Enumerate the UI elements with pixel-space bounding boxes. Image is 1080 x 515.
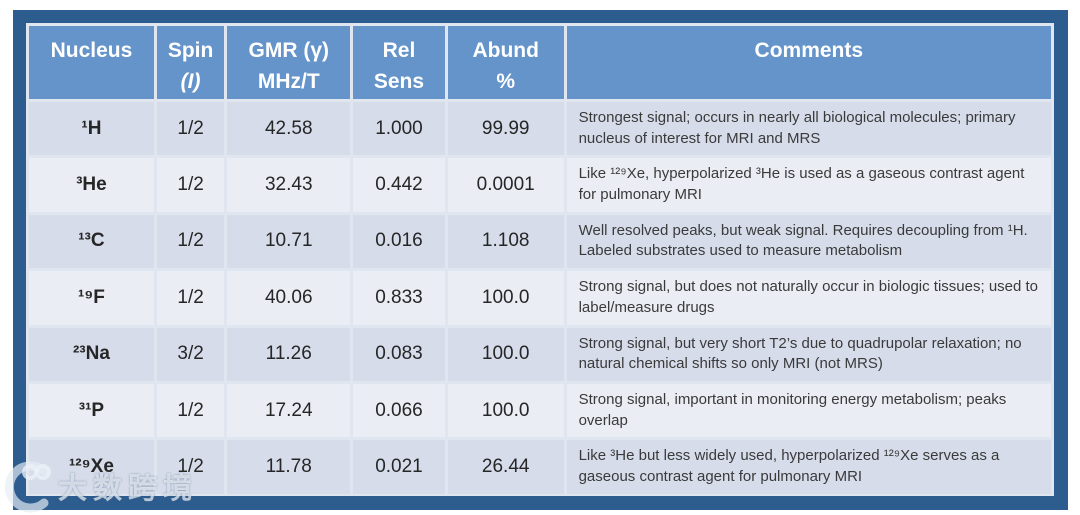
cell-rel-sens: 0.016	[353, 214, 445, 269]
header-label: Nucleus	[50, 39, 133, 62]
cell-gmr: 11.78	[227, 440, 351, 494]
cell-rel-sens: 0.066	[353, 383, 445, 438]
header-sublabel: MHz/T	[257, 70, 320, 93]
cell-gmr: 17.24	[227, 383, 351, 438]
header-nucleus: Nucleus	[29, 26, 154, 99]
table-row: ³He 1/2 32.43 0.442 0.0001 Like ¹²⁹Xe, h…	[29, 158, 1051, 212]
cell-abund: 26.44	[447, 440, 564, 494]
header-abund: Abund %	[447, 26, 564, 99]
cell-nucleus: ³He	[29, 158, 154, 212]
cell-spin: 1/2	[156, 158, 225, 212]
cell-nucleus: ¹H	[29, 102, 154, 156]
cell-rel-sens: 0.021	[353, 440, 445, 494]
cell-nucleus: ¹³C	[29, 214, 154, 269]
cell-spin: 1/2	[156, 440, 225, 494]
cell-abund: 100.0	[447, 271, 564, 325]
cell-comment: Strongest signal; occurs in nearly all b…	[566, 102, 1051, 156]
cell-abund: 1.108	[447, 214, 564, 269]
table-row: ¹³C 1/2 10.71 0.016 1.108 Well resolved …	[29, 214, 1051, 269]
cell-spin: 1/2	[156, 102, 225, 156]
header-sublabel: Sens	[373, 70, 425, 93]
header-label: Abund	[472, 39, 539, 62]
cell-abund: 0.0001	[447, 158, 564, 212]
header-sublabel: (I)	[180, 70, 201, 93]
header-label: Comments	[754, 39, 864, 62]
header-gmr: GMR (γ) MHz/T	[227, 26, 351, 99]
cell-nucleus: ³¹P	[29, 383, 154, 438]
cell-nucleus: ¹⁹F	[29, 271, 154, 325]
cell-abund: 99.99	[447, 102, 564, 156]
cell-spin: 3/2	[156, 327, 225, 381]
cell-comment: Like ³He but less widely used, hyperpola…	[566, 440, 1051, 494]
nuclei-properties-table: Nucleus Spin (I) GMR (γ) MHz/T Rel Sen	[26, 23, 1054, 497]
cell-rel-sens: 0.083	[353, 327, 445, 381]
cell-spin: 1/2	[156, 271, 225, 325]
table-row: ²³Na 3/2 11.26 0.083 100.0 Strong signal…	[29, 327, 1051, 381]
table-background: Nucleus Spin (I) GMR (γ) MHz/T Rel Sen	[26, 23, 1054, 496]
header-rel-sens: Rel Sens	[353, 26, 445, 99]
cell-comment: Well resolved peaks, but weak signal. Re…	[566, 214, 1051, 269]
cell-comment: Strong signal, but does not naturally oc…	[566, 271, 1051, 325]
table-row: ¹H 1/2 42.58 1.000 99.99 Strongest signa…	[29, 102, 1051, 156]
cell-comment: Like ¹²⁹Xe, hyperpolarized ³He is used a…	[566, 158, 1051, 212]
cell-spin: 1/2	[156, 383, 225, 438]
table-header: Nucleus Spin (I) GMR (γ) MHz/T Rel Sen	[29, 26, 1051, 99]
cell-gmr: 42.58	[227, 102, 351, 156]
cell-rel-sens: 0.833	[353, 271, 445, 325]
table-row: ¹⁹F 1/2 40.06 0.833 100.0 Strong signal,…	[29, 271, 1051, 325]
cell-gmr: 11.26	[227, 327, 351, 381]
cell-spin: 1/2	[156, 214, 225, 269]
table-body: ¹H 1/2 42.58 1.000 99.99 Strongest signa…	[29, 102, 1051, 494]
header-label: Spin	[167, 39, 214, 62]
header-label: GMR (γ)	[248, 39, 330, 62]
table-row: ³¹P 1/2 17.24 0.066 100.0 Strong signal,…	[29, 383, 1051, 438]
cell-comment: Strong signal, but very short T2’s due t…	[566, 327, 1051, 381]
cell-rel-sens: 1.000	[353, 102, 445, 156]
cell-comment: Strong signal, important in monitoring e…	[566, 383, 1051, 438]
cell-nucleus: ²³Na	[29, 327, 154, 381]
cell-abund: 100.0	[447, 383, 564, 438]
cell-gmr: 10.71	[227, 214, 351, 269]
header-comments: Comments	[566, 26, 1051, 99]
header-spin: Spin (I)	[156, 26, 225, 99]
table-frame: Nucleus Spin (I) GMR (γ) MHz/T Rel Sen	[13, 10, 1068, 510]
cell-gmr: 32.43	[227, 158, 351, 212]
header-sublabel: %	[496, 70, 516, 93]
cell-gmr: 40.06	[227, 271, 351, 325]
table-row: ¹²⁹Xe 1/2 11.78 0.021 26.44 Like ³He but…	[29, 440, 1051, 494]
header-label: Rel	[382, 39, 416, 62]
cell-nucleus: ¹²⁹Xe	[29, 440, 154, 494]
cell-abund: 100.0	[447, 327, 564, 381]
cell-rel-sens: 0.442	[353, 158, 445, 212]
